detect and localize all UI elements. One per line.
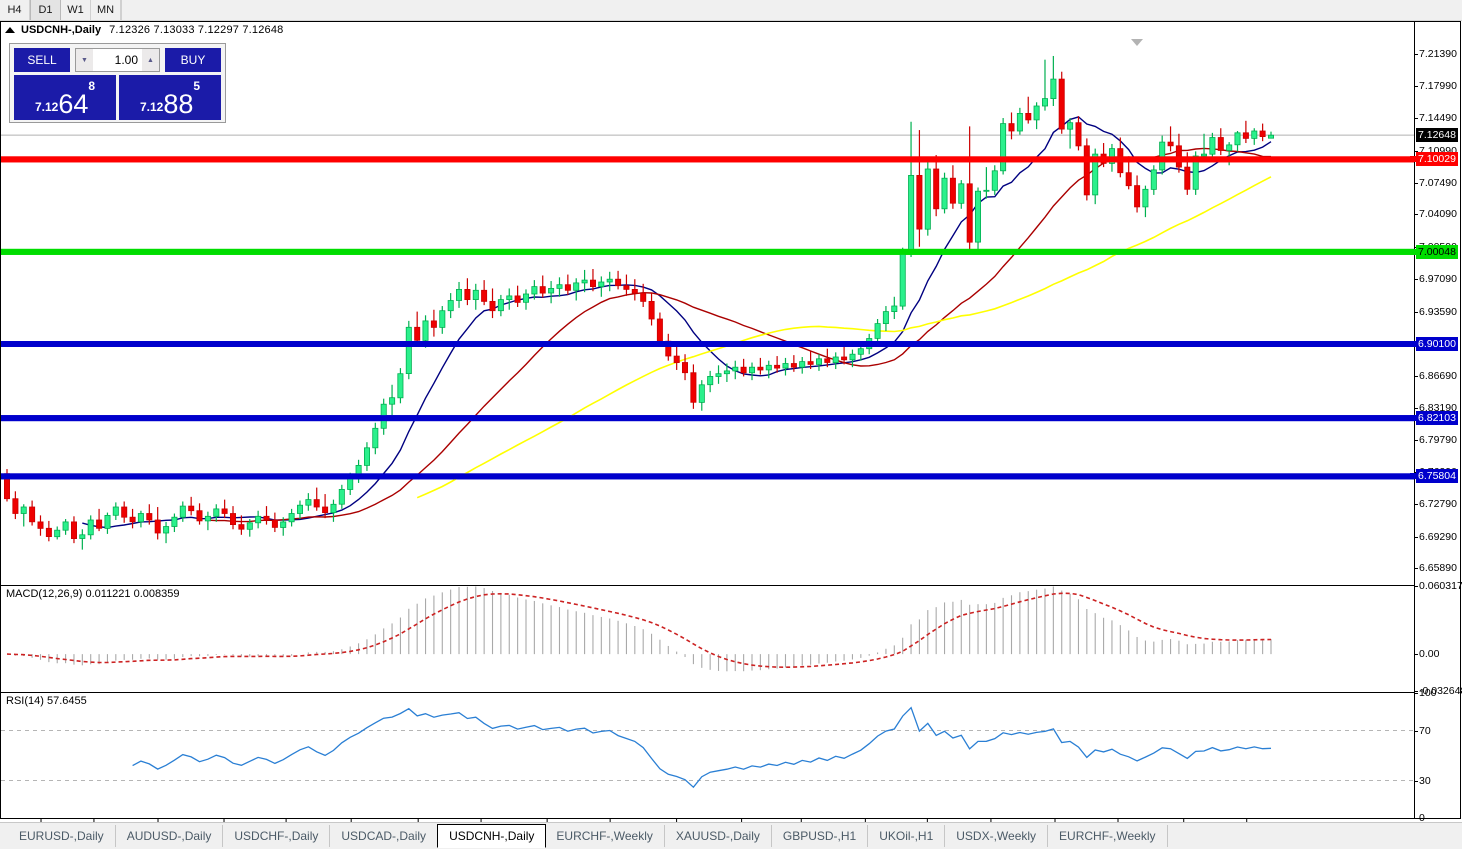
symbol-tab-ukoil--h1[interactable]: UKOil-,H1 <box>868 825 946 847</box>
price-pane[interactable] <box>1 38 1415 584</box>
price-marker-support-blue-2 <box>1410 415 1416 422</box>
symbol-tab-bar: EURUSD-,Daily AUDUSD-,Daily USDCHF-,Daily U… <box>0 822 1462 849</box>
sell-price-button[interactable]: 7.12 64 8 <box>14 75 116 120</box>
rsi-chart-svg <box>1 706 1415 789</box>
sell-button[interactable]: SELL <box>14 48 70 72</box>
symbol-tab-eurusd--daily[interactable]: EURUSD-,Daily <box>8 825 116 847</box>
price-tick-8: 6.93590 <box>1415 305 1457 318</box>
symbol-tab-audusd--daily[interactable]: AUDUSD-,Daily <box>116 825 224 847</box>
rsi-pane[interactable]: RSI(14) 57.6455 <box>1 692 1415 819</box>
volume-increase-icon[interactable]: ▲ <box>142 49 159 71</box>
buy-price-big: 88 <box>163 89 194 120</box>
timeframe-h4[interactable]: H4 <box>0 0 30 20</box>
timeframe-d1[interactable]: D1 <box>30 0 61 20</box>
price-tick-4: 7.07490 <box>1415 176 1457 189</box>
volume-stepper[interactable]: ▼ 1.00 ▲ <box>75 48 160 72</box>
price-tick-10: 6.86690 <box>1415 369 1457 382</box>
timeframe-w1[interactable]: W1 <box>61 0 91 20</box>
collapse-triangle-icon[interactable] <box>5 27 15 33</box>
price-tick-5: 7.04090 <box>1415 208 1457 221</box>
macd-chart-svg <box>6 586 1272 672</box>
price-badge-support-blue-2[interactable]: 6.82103 <box>1416 411 1458 426</box>
occ-top-row: SELL ▼ 1.00 ▲ BUY <box>14 48 221 72</box>
price-tick-12: 6.79790 <box>1415 433 1457 446</box>
chart-symbol-label: USDCNH-,Daily <box>21 24 102 36</box>
price-marker-support-blue-3 <box>1410 473 1416 480</box>
price-tick-11: 6.83190 <box>1415 402 1457 415</box>
buy-price-button[interactable]: 7.12 88 5 <box>119 75 221 120</box>
timeframe-toolbar: H4 D1 W1 MN <box>0 0 1462 21</box>
symbol-tab-gbpusd--h1[interactable]: GBPUSD-,H1 <box>772 825 869 847</box>
sell-price-big: 64 <box>58 89 89 120</box>
buy-price-sup: 5 <box>193 79 201 93</box>
timeframe-mn[interactable]: MN <box>91 0 121 20</box>
price-tick-1: 7.17990 <box>1415 79 1457 92</box>
symbol-tab-xauusd--daily[interactable]: XAUUSD-,Daily <box>665 825 772 847</box>
volume-decrease-icon[interactable]: ▼ <box>76 49 93 71</box>
chart-top-marker-icon <box>1131 39 1143 46</box>
symbol-tab-eurchf--weekly[interactable]: EURCHF-,Weekly <box>545 825 665 847</box>
price-badge-last-price[interactable]: 7.12648 <box>1416 128 1458 143</box>
macd-tick-1: 0.00 <box>1414 648 1440 661</box>
price-tick-7: 6.97090 <box>1415 273 1457 286</box>
one-click-trading-panel[interactable]: SELL ▼ 1.00 ▲ BUY 7.12 64 8 7.12 88 5 <box>9 43 226 123</box>
symbol-tab-eurchf--weekly[interactable]: EURCHF-,Weekly <box>1048 825 1168 847</box>
rsi-tick-3: 0 <box>1415 812 1425 824</box>
price-tick-14: 6.72790 <box>1415 498 1457 511</box>
price-tick-15: 6.69290 <box>1415 530 1457 543</box>
buy-price-prefix: 7.12 <box>139 100 164 114</box>
price-tick-2: 7.14490 <box>1415 112 1457 125</box>
rsi-tick-1: 70 <box>1415 724 1431 737</box>
price-badge-support-green[interactable]: 7.00048 <box>1416 244 1458 259</box>
occ-price-row: 7.12 64 8 7.12 88 5 <box>14 75 221 120</box>
rsi-tick-0: 100 <box>1415 687 1437 699</box>
price-tick-16: 6.65890 <box>1415 562 1457 575</box>
price-chart-svg <box>1 55 1415 550</box>
symbol-tab-usdcnh--daily[interactable]: USDCNH-,Daily <box>437 824 547 848</box>
macd-pane[interactable]: MACD(12,26,9) 0.011221 0.008359 <box>1 585 1415 692</box>
volume-input[interactable]: 1.00 <box>93 49 142 71</box>
chart-header: USDCNH-,Daily 7.12326 7.13033 7.12297 7.… <box>1 22 1460 38</box>
price-badge-support-blue-1[interactable]: 6.90100 <box>1416 337 1458 352</box>
sell-price-sup: 8 <box>88 79 96 93</box>
price-badge-support-blue-3[interactable]: 6.75804 <box>1416 469 1458 484</box>
price-scale[interactable]: 7.21390 7.17990 7.14490 7.10990 7.07490 7.040… <box>1410 22 1462 824</box>
macd-tick-2: -0.032648 <box>1414 685 1462 697</box>
macd-tick-0: 0.060317 <box>1415 580 1462 592</box>
price-marker-support-blue-1 <box>1410 341 1416 348</box>
symbol-tab-usdchf--daily[interactable]: USDCHF-,Daily <box>223 825 331 847</box>
toolbar-empty-area <box>121 0 1462 20</box>
symbol-tab-usdcad--daily[interactable]: USDCAD-,Daily <box>330 825 439 847</box>
symbol-tab-usdx--weekly[interactable]: USDX-,Weekly <box>945 825 1049 847</box>
rsi-tick-2: 30 <box>1415 774 1431 787</box>
price-marker-support-green <box>1410 248 1416 255</box>
buy-button[interactable]: BUY <box>165 48 221 72</box>
price-tick-0: 7.21390 <box>1415 48 1457 61</box>
sell-price-prefix: 7.12 <box>34 100 59 114</box>
chart-ohlc-values: 7.12326 7.13033 7.12297 7.12648 <box>109 24 284 36</box>
price-marker-resistance <box>1410 156 1416 163</box>
price-badge-resistance[interactable]: 7.10029 <box>1416 152 1458 167</box>
chart-window: USDCNH-,Daily 7.12326 7.13033 7.12297 7.… <box>0 21 1462 835</box>
